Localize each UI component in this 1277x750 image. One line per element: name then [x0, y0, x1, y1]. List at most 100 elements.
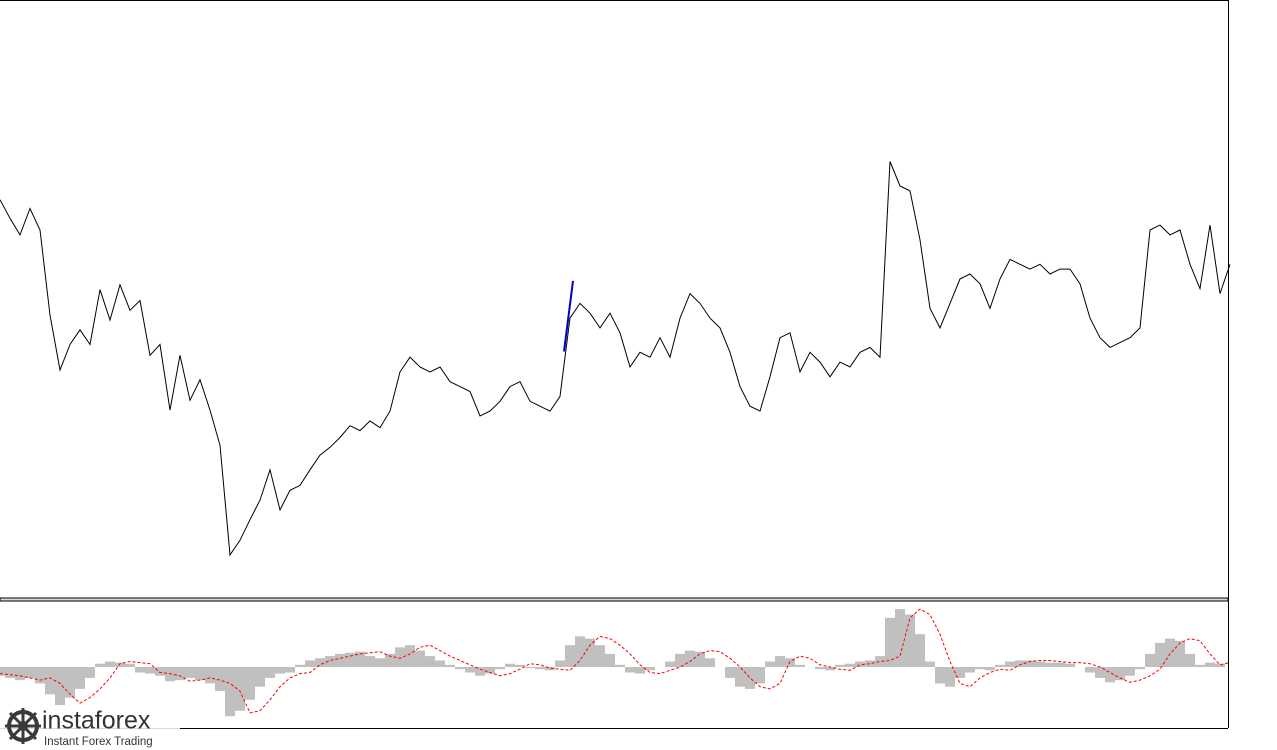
histogram-bar: [625, 667, 635, 673]
histogram-bar: [125, 663, 135, 668]
histogram-bar: [435, 660, 445, 668]
histogram-bar: [875, 656, 885, 668]
histogram-bar: [1015, 660, 1025, 668]
histogram-bar: [1145, 653, 1155, 668]
histogram-bar: [395, 647, 405, 668]
histogram-bar: [135, 667, 145, 673]
histogram-bar: [1045, 662, 1055, 668]
histogram-bar: [495, 667, 505, 670]
histogram-bar: [1185, 653, 1195, 668]
histogram-bar: [1125, 667, 1135, 676]
histogram-bar: [65, 667, 75, 698]
histogram-bar: [525, 667, 535, 669]
data-layer: [0, 161, 1231, 717]
logo: instaforex Instant Forex Trading: [0, 705, 180, 750]
histogram-bar: [205, 667, 215, 684]
histogram-bar: [695, 651, 705, 668]
histogram-bar: [795, 664, 805, 668]
histogram-bar: [975, 667, 985, 670]
histogram-bar: [365, 656, 375, 668]
histogram-bar: [1195, 664, 1205, 668]
histogram-bar: [765, 661, 775, 668]
histogram-bar: [415, 650, 425, 668]
histogram-bar: [815, 667, 825, 670]
histogram-bar: [305, 660, 315, 668]
histogram-bar: [995, 664, 1005, 668]
histogram-bar: [105, 661, 115, 668]
histogram-bar: [925, 661, 935, 668]
histogram-bar: [605, 653, 615, 668]
histogram-bar: [725, 667, 735, 678]
histogram-bar: [955, 667, 965, 678]
histogram-bar: [845, 663, 855, 668]
histogram-bar: [95, 663, 105, 668]
histogram-bar: [1105, 667, 1115, 683]
histogram-bar: [335, 653, 345, 668]
histogram-bar: [165, 667, 175, 682]
histogram-bar: [615, 664, 625, 668]
histogram-bar: [345, 652, 355, 668]
histogram-bar: [575, 636, 585, 668]
histogram-bar: [565, 645, 575, 668]
histogram-bar: [1155, 642, 1165, 668]
histogram-bar: [1175, 640, 1185, 668]
histogram-bar: [15, 667, 25, 681]
histogram-bar: [1095, 667, 1105, 678]
histogram-bar: [35, 667, 45, 684]
histogram-bar: [535, 667, 545, 670]
histogram-bar: [665, 661, 675, 668]
histogram-bar: [285, 667, 295, 673]
histogram-bar: [225, 667, 235, 717]
histogram-bar: [1065, 663, 1075, 668]
histogram-bar: [245, 667, 255, 700]
histogram-bar: [585, 638, 595, 668]
histogram-bar: [385, 653, 395, 668]
histogram-bar: [965, 667, 975, 673]
histogram-bar: [175, 667, 185, 681]
histogram-bar: [935, 667, 945, 684]
histogram-bar: [755, 667, 765, 684]
line: [563, 280, 574, 352]
histogram-bar: [855, 661, 865, 668]
histogram-bar: [545, 667, 555, 671]
histogram-bar: [505, 663, 515, 668]
histogram-bar: [515, 664, 525, 668]
histogram-bar: [275, 667, 285, 674]
histogram-bar: [55, 667, 65, 706]
histogram-bar: [265, 667, 275, 678]
histogram-bar: [885, 617, 895, 668]
histogram-bar: [1025, 660, 1035, 668]
histogram-bar: [645, 667, 655, 671]
histogram-bar: [115, 662, 125, 668]
logo-tagline: Instant Forex Trading: [44, 736, 153, 748]
histogram-bar: [685, 650, 695, 668]
histogram-bar: [1115, 667, 1125, 681]
histogram-bar: [85, 667, 95, 678]
histogram-bar: [405, 645, 415, 668]
histogram-bar: [215, 667, 225, 692]
histogram-bar: [1005, 661, 1015, 668]
histogram-bar: [325, 656, 335, 668]
histogram-bar: [455, 667, 465, 670]
histogram-bar: [475, 667, 485, 676]
line: [0, 608, 1231, 714]
histogram-bar: [745, 667, 755, 689]
histogram-bar: [485, 667, 495, 674]
histogram-bar: [555, 660, 565, 668]
histogram-bar: [0, 667, 5, 676]
histogram-bar: [295, 664, 305, 668]
histogram-bar: [195, 667, 205, 681]
histogram-bar: [1035, 661, 1045, 668]
histogram-bar: [185, 667, 195, 678]
histogram-bar: [985, 667, 995, 671]
histogram-bar: [5, 667, 15, 678]
histogram-bar: [735, 667, 745, 687]
histogram-bar: [705, 658, 715, 668]
histogram-bar: [425, 656, 435, 668]
histogram-bar: [25, 667, 35, 678]
histogram-bar: [825, 667, 835, 671]
histogram-bar: [1055, 662, 1065, 668]
histogram-bar: [355, 651, 365, 668]
histogram-bar: [775, 656, 785, 668]
